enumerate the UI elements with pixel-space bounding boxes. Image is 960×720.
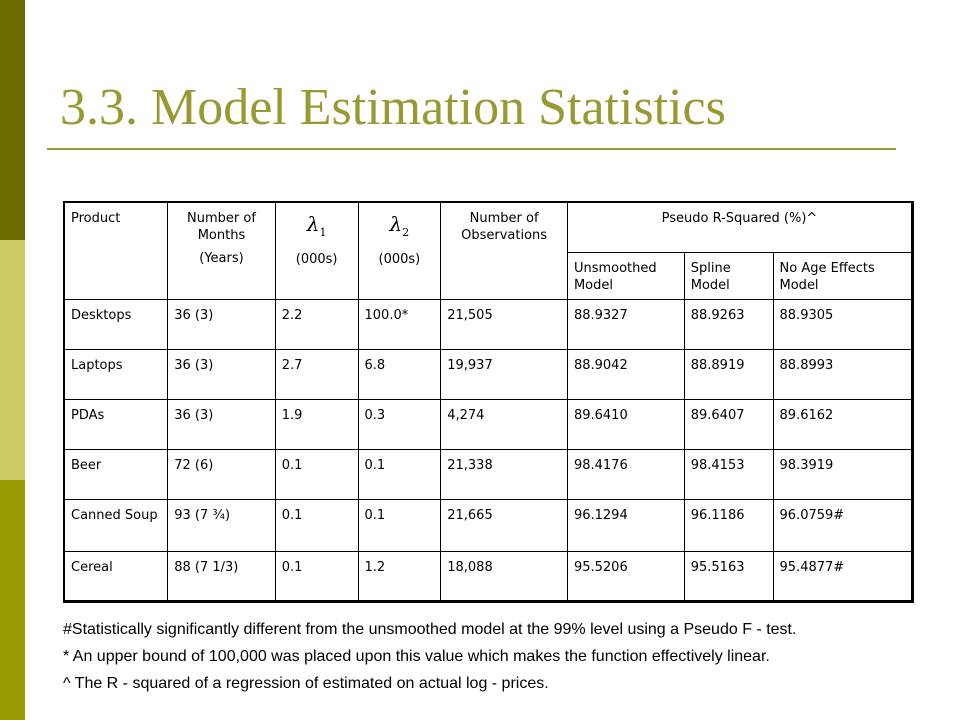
header-number-of-observations: Number of Observations [440,201,568,300]
cell-product: Cereal [63,550,169,602]
cell-product: Laptops [63,348,169,400]
lambda-2-unit: (000s) [378,252,421,267]
header-lambda-2: λ2 (000s) [357,201,442,300]
cell-unsmoothed: 88.9327 [566,298,685,350]
header-spline-model: Spline Model [683,251,774,300]
table-subheader-row: Unsmoothed Model Spline Model No Age Eff… [64,251,914,300]
table-header-row: Product Number of Months (Years) λ1 (000… [63,201,914,300]
cell-lambda-1: 1.9 [274,398,359,450]
cell-product: Desktops [63,298,169,350]
cell-spline: 88.9263 [683,298,774,350]
cell-lambda-1: 0.1 [274,550,359,602]
side-bar-mid [0,480,25,720]
header-no-age-effects-model: No Age Effects Model [772,251,914,300]
cell-lambda-2: 0.3 [357,398,442,450]
footnote-significance: #Statistically significantly different f… [63,621,797,638]
header-months-label: Number of Months [187,211,256,243]
cell-lambda-1: 2.7 [274,348,359,400]
table-row: Laptops 36 (3) 2.7 6.8 19,937 88.9042 88.8919 8… [63,348,914,400]
cell-months: 93 (7 ¾) [167,498,276,552]
cell-no-age-effects: 88.8993 [772,348,914,400]
cell-no-age-effects: 95.4877# [772,550,914,602]
cell-lambda-1: 0.1 [274,448,359,500]
cell-observations: 19,937 [440,348,568,400]
header-lambda-1: λ1 (000s) [274,201,359,300]
cell-observations: 18,088 [440,550,568,602]
lambda-1-symbol: λ1 [306,212,327,239]
table-row: Beer 72 (6) 0.1 0.1 21,338 98.4176 98.4153 98.3… [63,448,914,500]
cell-lambda-2: 0.1 [357,448,442,500]
cell-unsmoothed: 98.4176 [566,448,685,500]
table-row: Canned Soup 93 (7 ¾) 0.1 0.1 21,665 96.1294 96… [63,498,914,552]
cell-product: Beer [63,448,169,500]
title-rule [47,148,896,150]
cell-unsmoothed: 89.6410 [566,398,685,450]
cell-months: 36 (3) [167,348,276,400]
cell-spline: 88.8919 [683,348,774,400]
cell-unsmoothed: 96.1294 [566,498,685,552]
footnote-r-squared: ^ The R - squared of a regression of est… [63,675,549,692]
lambda-2-symbol: λ2 [389,212,410,239]
table-row: PDAs 36 (3) 1.9 0.3 4,274 89.6410 89.6407 89.61… [63,398,914,450]
cell-months: 88 (7 1/3) [167,550,276,602]
cell-lambda-1: 0.1 [274,498,359,552]
cell-observations: 4,274 [440,398,568,450]
cell-unsmoothed: 88.9042 [566,348,685,400]
statistics-table: Product Number of Months (Years) λ1 (000… [63,201,914,603]
cell-product: Canned Soup [63,498,169,552]
cell-lambda-2: 1.2 [357,550,442,602]
table-row: Cereal 88 (7 1/3) 0.1 1.2 18,088 95.5206 95.51… [63,550,914,602]
cell-lambda-2: 0.1 [357,498,442,552]
cell-months: 36 (3) [167,298,276,350]
cell-no-age-effects: 96.0759# [772,498,914,552]
footnote-upper-bound: * An upper bound of 100,000 was placed u… [63,648,770,665]
header-number-of-months: Number of Months (Years) [167,201,276,300]
cell-lambda-1: 2.2 [274,298,359,350]
cell-spline: 96.1186 [683,498,774,552]
cell-lambda-2: 6.8 [357,348,442,400]
cell-no-age-effects: 89.6162 [772,398,914,450]
cell-months: 72 (6) [167,448,276,500]
cell-spline: 98.4153 [683,448,774,500]
slide-title: 3.3. Model Estimation Statistics [60,79,726,136]
cell-spline: 95.5163 [683,550,774,602]
header-product: Product [63,201,169,300]
cell-no-age-effects: 98.3919 [772,448,914,500]
cell-product: PDAs [63,398,169,450]
side-bar-dark [0,0,25,240]
footnotes: #Statistically significantly different f… [63,616,923,697]
table-row: Desktops 36 (3) 2.2 100.0* 21,505 88.9327 88.9… [63,298,914,350]
lambda-1-unit: (000s) [295,252,338,267]
cell-no-age-effects: 88.9305 [772,298,914,350]
cell-observations: 21,665 [440,498,568,552]
header-pseudo-r-squared: Pseudo R-Squared (%)^ [566,201,914,253]
cell-spline: 89.6407 [683,398,774,450]
side-bar-light [0,240,25,480]
cell-lambda-2: 100.0* [357,298,442,350]
cell-observations: 21,505 [440,298,568,350]
header-years-label: (Years) [199,251,244,266]
header-unsmoothed-model: Unsmoothed Model [566,251,685,300]
cell-unsmoothed: 95.5206 [566,550,685,602]
cell-months: 36 (3) [167,398,276,450]
cell-observations: 21,338 [440,448,568,500]
